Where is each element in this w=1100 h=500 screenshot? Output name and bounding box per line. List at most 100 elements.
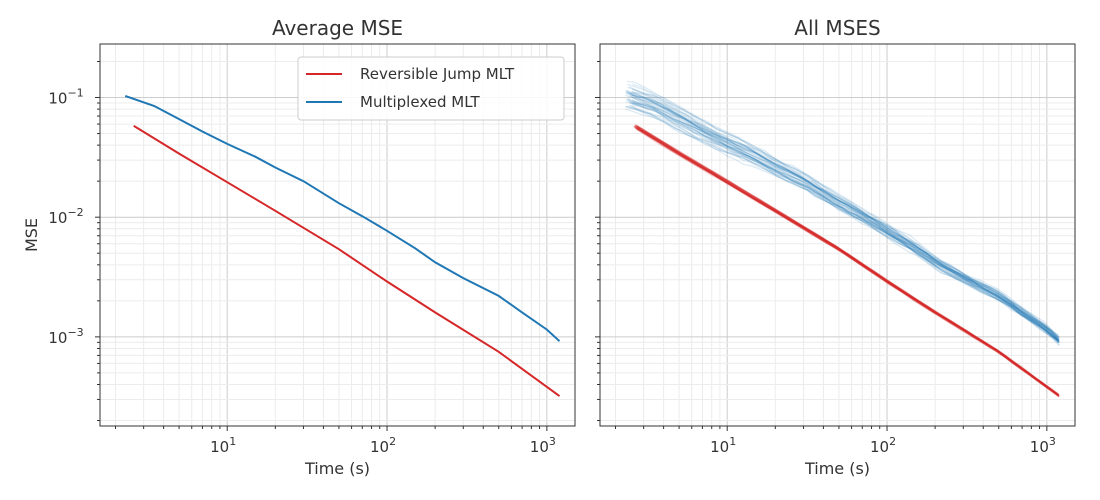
- series-line-0: [133, 124, 561, 397]
- run-line: [635, 126, 1059, 397]
- run-line: [625, 90, 1060, 341]
- run-line: [633, 126, 1059, 398]
- run-line: [625, 89, 1060, 340]
- run-line: [636, 125, 1059, 396]
- run-line: [625, 100, 1060, 343]
- run-line: [632, 83, 1060, 338]
- run-line: [630, 93, 1060, 340]
- run-line: [634, 124, 1060, 396]
- run-line: [629, 86, 1060, 339]
- run-line: [625, 105, 1060, 342]
- run-line: [631, 104, 1060, 343]
- run-line: [632, 100, 1060, 341]
- run-line: [626, 91, 1060, 342]
- run-line: [631, 91, 1060, 341]
- run-line: [626, 80, 1060, 340]
- run-line: [632, 101, 1059, 341]
- run-line: [625, 91, 1060, 343]
- run-line: [631, 90, 1060, 339]
- x-axis: 101 102 103: [114, 426, 556, 456]
- run-line: [628, 97, 1060, 343]
- run-line: [636, 127, 1060, 397]
- run-line: [636, 125, 1059, 395]
- run-line: [633, 125, 1060, 397]
- run-line: [627, 98, 1060, 343]
- run-line: [636, 125, 1059, 397]
- run-line: [635, 125, 1060, 396]
- panel-all-mses: 101 102 103 All MSES Time (s): [595, 16, 1076, 478]
- run-line: [629, 91, 1059, 338]
- run-line: [631, 98, 1060, 346]
- run-line: [637, 128, 1060, 397]
- run-line: [635, 127, 1059, 396]
- run-line: [631, 94, 1060, 341]
- run-line: [636, 128, 1060, 398]
- run-line: [628, 104, 1059, 342]
- legend: Reversible Jump MLT Multiplexed MLT: [297, 56, 565, 121]
- run-line: [636, 126, 1060, 397]
- y-tick-label: 10−2: [48, 206, 83, 227]
- run-line: [634, 127, 1060, 398]
- run-line: [627, 99, 1060, 341]
- x-tick-label: 102: [870, 435, 896, 456]
- run-line: [627, 86, 1059, 339]
- x-axis-label: Time (s): [304, 459, 370, 478]
- legend-label-0: Reversible Jump MLT: [360, 65, 515, 83]
- run-line: [631, 102, 1060, 344]
- grid: [100, 44, 575, 426]
- series-line-1: [124, 95, 561, 342]
- chart-title: Average MSE: [272, 16, 403, 40]
- x-tick-label: 103: [530, 435, 556, 456]
- panel-average-mse: 101 102 103 10−3 10−2 10−1 Average MSE Time (s)…: [22, 16, 576, 478]
- plot-frame: [599, 43, 1076, 427]
- series-group: [124, 95, 561, 397]
- run-line: [636, 126, 1060, 397]
- run-line: [627, 105, 1059, 343]
- x-axis-label: Time (s): [804, 459, 870, 478]
- run-line: [633, 125, 1060, 397]
- y-axis-label: MSE: [22, 218, 41, 252]
- run-line: [630, 105, 1060, 342]
- run-line: [625, 105, 1060, 346]
- run-line: [635, 128, 1060, 398]
- run-line: [626, 89, 1060, 339]
- x-tick-label: 103: [1030, 435, 1056, 456]
- x-tick-label: 101: [210, 435, 236, 456]
- run-line: [635, 124, 1060, 396]
- run-line: [634, 126, 1059, 397]
- run-line: [634, 124, 1060, 396]
- run-line: [625, 108, 1060, 344]
- run-line: [625, 98, 1060, 342]
- run-line: [625, 92, 1060, 344]
- run-line: [633, 125, 1060, 396]
- run-line: [636, 127, 1059, 396]
- chart-title: All MSES: [794, 16, 880, 40]
- run-line: [629, 95, 1060, 342]
- run-line: [627, 83, 1059, 336]
- run-line: [634, 125, 1060, 396]
- x-tick-label: 102: [370, 435, 396, 456]
- run-line: [635, 126, 1059, 395]
- run-line: [627, 92, 1060, 344]
- run-line: [629, 94, 1059, 341]
- run-line: [636, 126, 1059, 396]
- run-line: [635, 123, 1059, 395]
- y-axis: 10−3 10−2 10−1: [48, 60, 100, 422]
- plot-frame: [99, 43, 576, 427]
- run-line: [635, 125, 1060, 396]
- x-tick-label: 101: [710, 435, 736, 456]
- run-line: [633, 125, 1059, 397]
- run-line: [635, 125, 1059, 397]
- run-line: [634, 126, 1060, 397]
- run-line: [629, 102, 1060, 342]
- y-tick-label: 10−1: [48, 87, 83, 108]
- run-line: [625, 94, 1059, 341]
- y-axis: [595, 60, 600, 422]
- run-line: [636, 127, 1060, 397]
- run-line: [636, 127, 1059, 396]
- run-line: [636, 128, 1059, 397]
- run-line: [628, 101, 1060, 342]
- run-line: [634, 126, 1059, 397]
- legend-box: [297, 56, 565, 121]
